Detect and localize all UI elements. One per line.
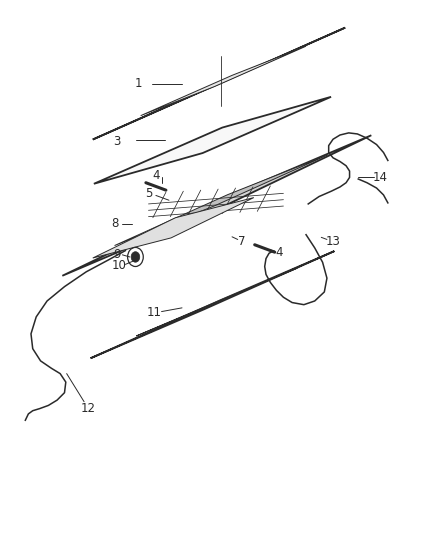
Polygon shape	[136, 268, 297, 336]
Polygon shape	[93, 28, 345, 140]
Polygon shape	[91, 251, 334, 358]
Polygon shape	[141, 46, 306, 116]
Polygon shape	[93, 198, 254, 258]
Text: 4: 4	[276, 246, 283, 259]
Text: 3: 3	[113, 135, 120, 148]
Text: 1: 1	[135, 77, 142, 90]
Text: 4: 4	[152, 169, 159, 182]
Polygon shape	[94, 97, 331, 184]
Text: 12: 12	[81, 401, 96, 415]
Text: 11: 11	[146, 306, 161, 319]
Text: 7: 7	[238, 235, 246, 247]
Polygon shape	[62, 135, 371, 276]
Circle shape	[131, 252, 140, 262]
Text: 14: 14	[373, 171, 388, 184]
Text: 13: 13	[325, 235, 340, 247]
Text: 8: 8	[111, 217, 118, 230]
Text: 5: 5	[145, 188, 152, 200]
Text: 10: 10	[111, 259, 126, 272]
Polygon shape	[115, 155, 328, 246]
Text: 9: 9	[113, 248, 120, 261]
